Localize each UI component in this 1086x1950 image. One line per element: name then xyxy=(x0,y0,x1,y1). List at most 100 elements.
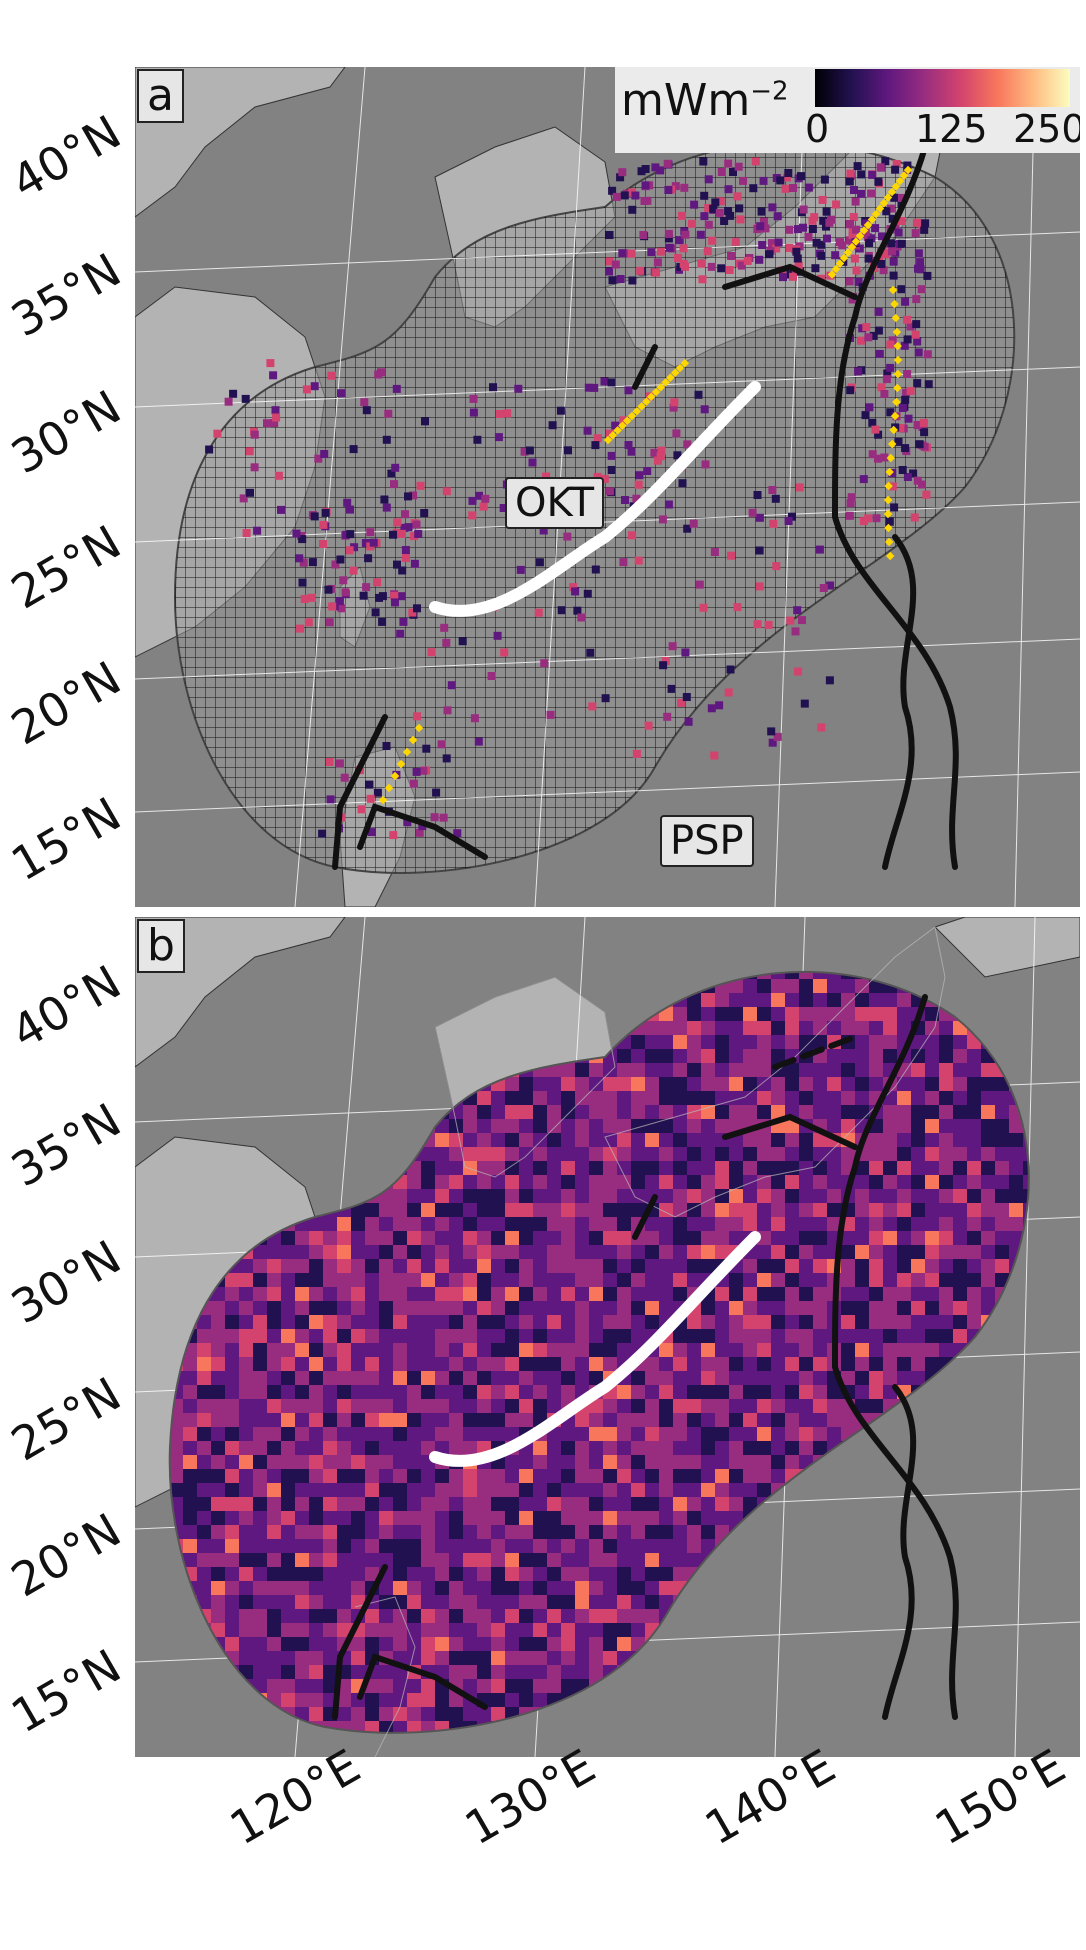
heat-flow-cell xyxy=(365,1287,379,1301)
heat-flow-cell xyxy=(813,1679,827,1693)
heat-flow-cell xyxy=(603,1273,617,1287)
heat-flow-cell xyxy=(169,1567,183,1581)
heat-flow-cell xyxy=(701,1581,715,1595)
heat-flow-cell xyxy=(225,1357,239,1371)
heat-flow-cell xyxy=(421,1637,435,1651)
heat-flow-cell xyxy=(351,1651,365,1665)
heat-flow-cell xyxy=(645,1567,659,1581)
heat-flow-cell xyxy=(183,1035,197,1049)
heat-flow-sample xyxy=(697,259,706,268)
heat-flow-cell xyxy=(771,1231,785,1245)
heat-flow-cell xyxy=(589,1343,603,1357)
heat-flow-cell xyxy=(197,1735,211,1749)
heat-flow-cell xyxy=(463,1427,477,1441)
heat-flow-cell xyxy=(743,1609,757,1623)
heat-flow-cell xyxy=(169,1581,183,1595)
heat-flow-cell xyxy=(547,1105,561,1119)
heat-flow-cell xyxy=(743,1077,757,1091)
heat-flow-sample xyxy=(337,604,346,613)
heat-flow-cell xyxy=(953,1329,967,1343)
heat-flow-cell xyxy=(225,1273,239,1287)
heat-flow-cell xyxy=(855,1749,869,1757)
heat-flow-sample xyxy=(865,239,874,248)
heat-flow-cell xyxy=(253,1259,267,1273)
heat-flow-cell xyxy=(547,1189,561,1203)
heat-flow-cell xyxy=(295,1553,309,1567)
heat-flow-cell xyxy=(939,1203,953,1217)
heat-flow-sample xyxy=(848,232,857,241)
heat-flow-cell xyxy=(617,1609,631,1623)
heat-flow-cell xyxy=(379,951,393,965)
heat-flow-cell xyxy=(407,1525,421,1539)
heat-flow-cell xyxy=(729,1273,743,1287)
heat-flow-cell xyxy=(519,951,533,965)
heat-flow-sample xyxy=(382,435,391,444)
heat-flow-cell xyxy=(253,1287,267,1301)
heat-flow-cell xyxy=(295,1595,309,1609)
heat-flow-cell xyxy=(911,1217,925,1231)
heat-flow-sample xyxy=(711,198,720,207)
heat-flow-sample xyxy=(704,204,713,212)
heat-flow-cell xyxy=(645,1609,659,1623)
heat-flow-cell xyxy=(659,1231,673,1245)
heat-flow-cell xyxy=(1051,979,1065,993)
heat-flow-cell xyxy=(477,1315,491,1329)
heat-flow-cell xyxy=(1051,1077,1065,1091)
heat-flow-cell xyxy=(967,1231,981,1245)
heat-flow-cell xyxy=(561,1343,575,1357)
heat-flow-sample xyxy=(726,665,735,674)
heat-flow-cell xyxy=(1009,1175,1023,1189)
heat-flow-sample xyxy=(489,383,497,392)
heat-flow-cell xyxy=(659,1567,673,1581)
heat-flow-sample xyxy=(664,186,673,194)
heat-flow-cell xyxy=(337,937,351,951)
heat-flow-cell xyxy=(757,1259,771,1273)
heat-flow-sample xyxy=(673,451,682,460)
heat-flow-cell xyxy=(253,1049,267,1063)
heat-flow-cell xyxy=(827,1539,841,1553)
heat-flow-cell xyxy=(1051,1329,1065,1343)
heat-flow-cell xyxy=(925,1357,939,1371)
heat-flow-cell xyxy=(631,1371,645,1385)
heat-flow-cell xyxy=(1037,1301,1051,1315)
heat-flow-cell xyxy=(603,1259,617,1273)
heat-flow-cell xyxy=(855,1707,869,1721)
heat-flow-cell xyxy=(547,1595,561,1609)
heat-flow-cell xyxy=(827,1553,841,1567)
heat-flow-cell xyxy=(911,1231,925,1245)
heat-flow-sample xyxy=(399,617,408,626)
heat-flow-cell xyxy=(197,1077,211,1091)
heat-flow-sample xyxy=(785,225,794,234)
heat-flow-cell xyxy=(855,1441,869,1455)
heat-flow-cell xyxy=(169,1063,183,1077)
volcano-marker xyxy=(890,299,899,309)
heat-flow-cell xyxy=(743,1525,757,1539)
heat-flow-cell xyxy=(323,1063,337,1077)
heat-flow-cell xyxy=(393,1385,407,1399)
heat-flow-cell xyxy=(211,1357,225,1371)
heat-flow-cell xyxy=(421,1315,435,1329)
heat-flow-cell xyxy=(351,1301,365,1315)
heat-flow-cell xyxy=(813,1217,827,1231)
heat-flow-cell xyxy=(463,951,477,965)
heat-flow-cell xyxy=(799,1063,813,1077)
heat-flow-cell xyxy=(953,1385,967,1399)
heat-flow-sample xyxy=(229,389,238,398)
heat-flow-cell xyxy=(547,1315,561,1329)
heat-flow-cell xyxy=(645,1721,659,1733)
heat-flow-cell xyxy=(659,1413,673,1427)
heat-flow-cell xyxy=(575,1063,589,1077)
heat-flow-cell xyxy=(771,1427,785,1441)
heat-flow-cell xyxy=(379,1119,393,1133)
heat-flow-sample xyxy=(768,203,777,212)
heat-flow-cell xyxy=(1037,1567,1051,1581)
heat-flow-cell xyxy=(1065,1357,1079,1371)
heat-flow-sample xyxy=(715,701,724,710)
heat-flow-cell xyxy=(1009,1539,1023,1553)
heat-flow-sample xyxy=(326,795,335,804)
heat-flow-cell xyxy=(295,1455,309,1469)
heat-flow-cell xyxy=(869,1063,883,1077)
heat-flow-cell xyxy=(1079,1133,1080,1147)
heat-flow-cell xyxy=(757,1077,771,1091)
heat-flow-cell xyxy=(561,1203,575,1217)
